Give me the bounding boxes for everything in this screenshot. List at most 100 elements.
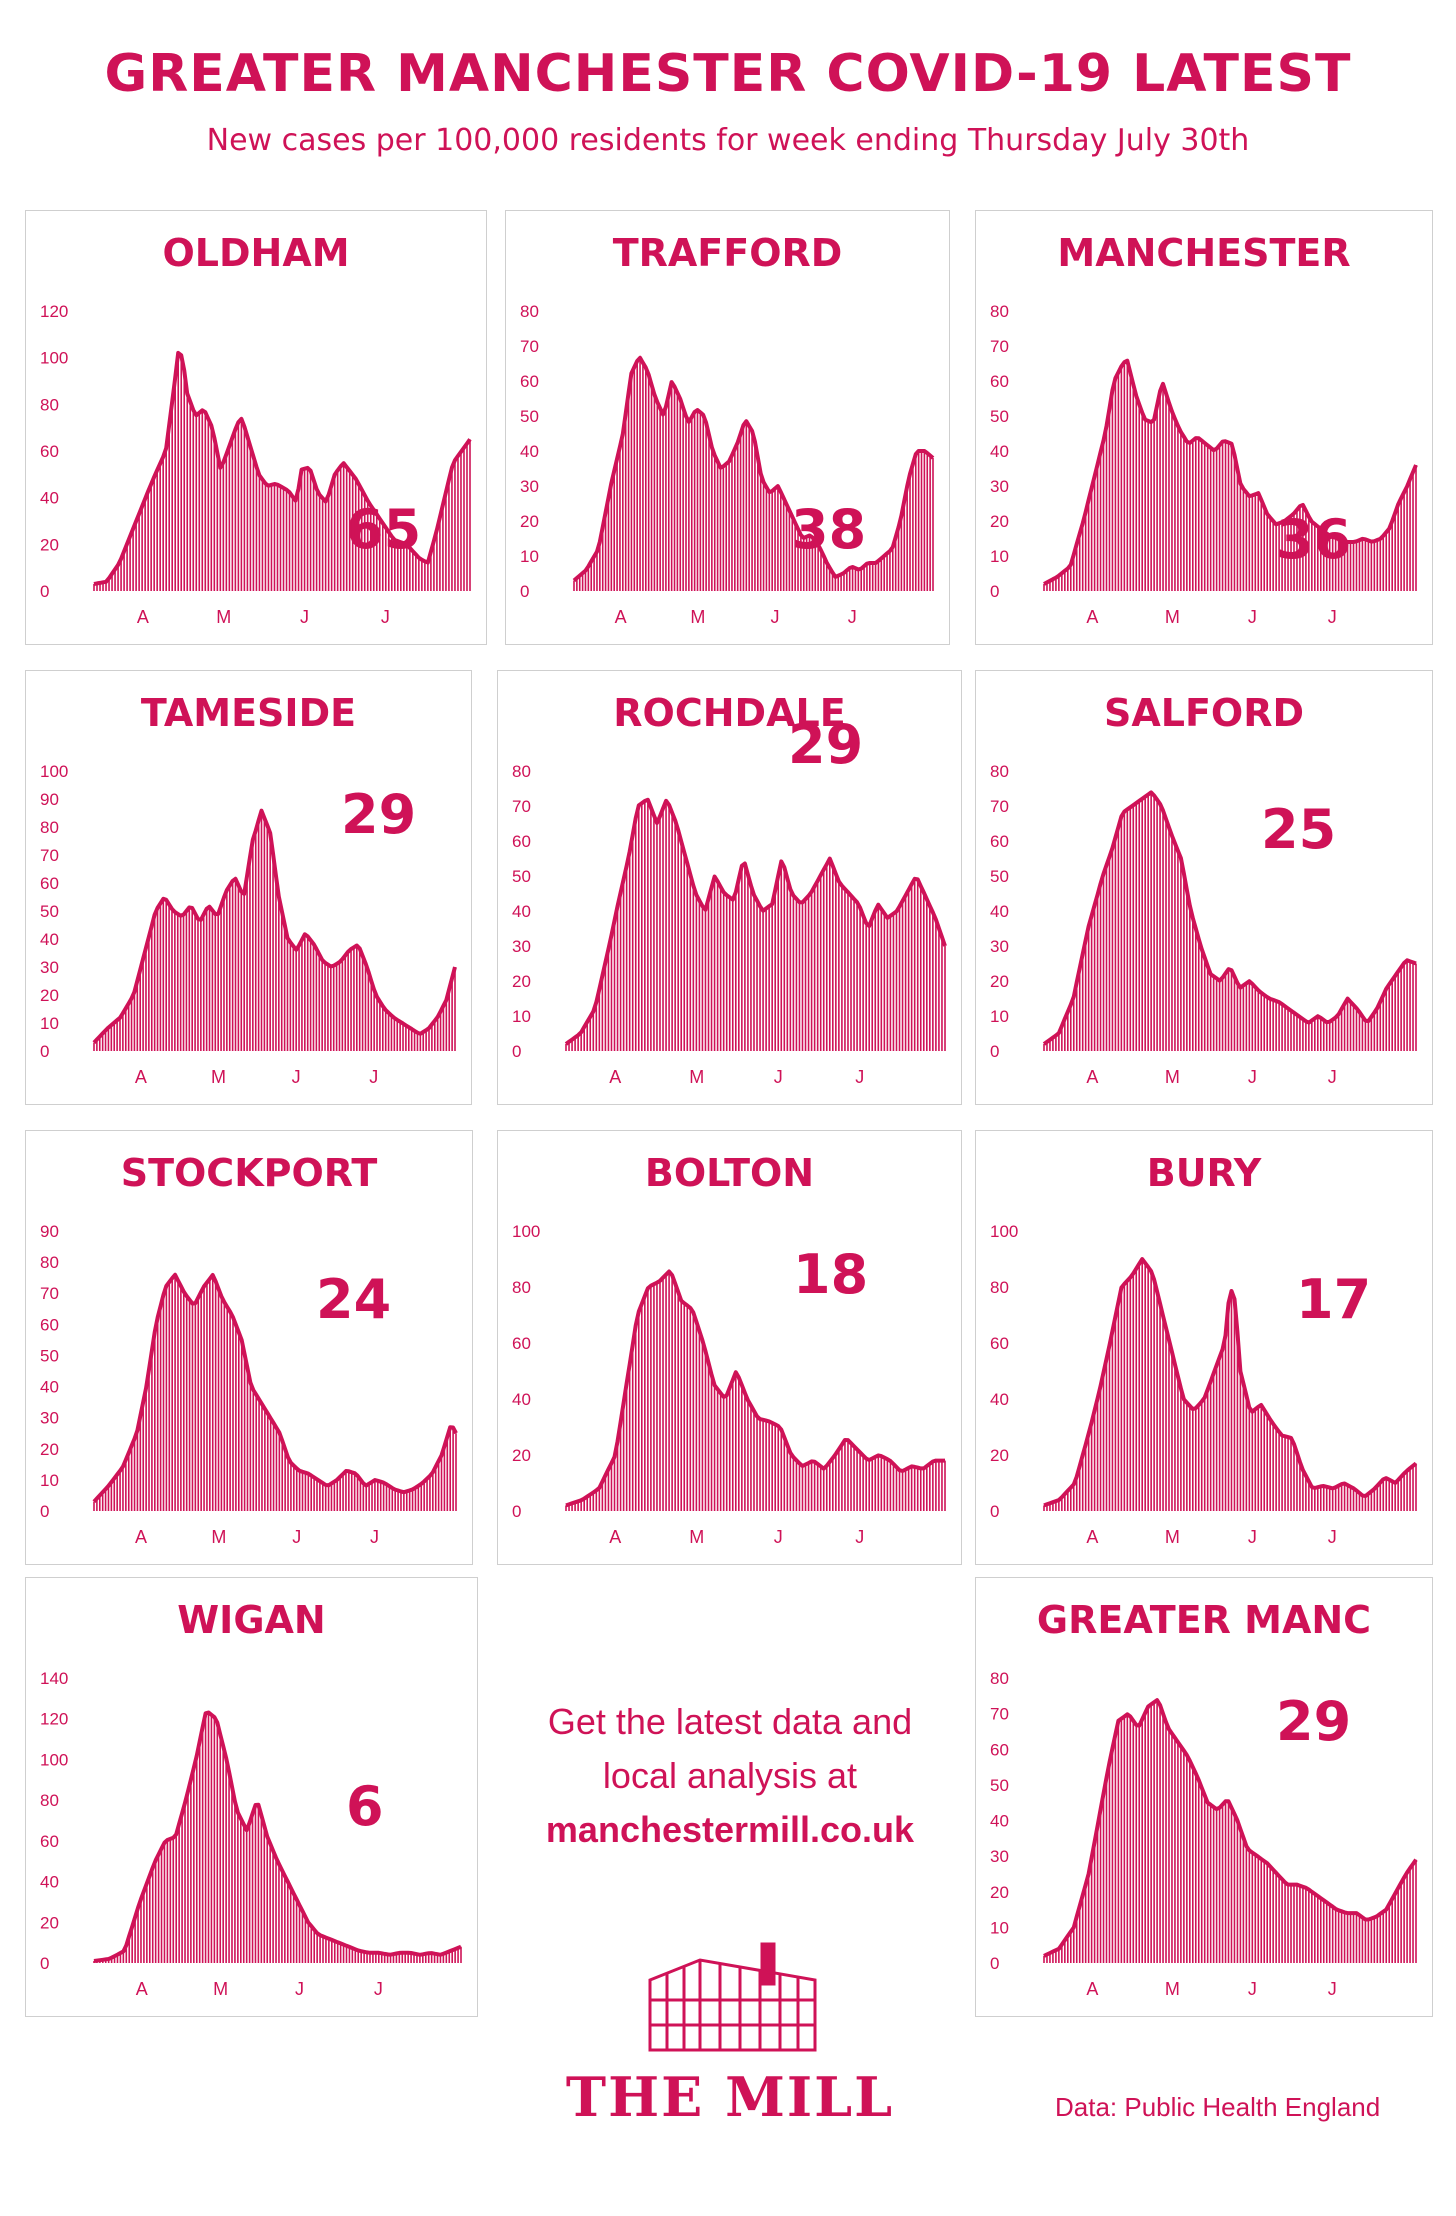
y-tick-label: 0 [40,1042,49,1061]
chart-title: WIGAN [177,1598,326,1642]
y-tick-label: 80 [40,1253,59,1272]
x-tick-label: A [609,1067,621,1087]
y-tick-label: 120 [40,1710,68,1729]
y-tick-label: 40 [40,489,59,508]
y-tick-label: 40 [520,442,539,461]
series-line [92,1272,458,1504]
daily-bars [565,1271,946,1511]
y-tick-label: 0 [512,1042,521,1061]
y-tick-label: 100 [512,1222,540,1241]
chart-plot: 0 20 40 60 80 100 A M J J [990,1222,1418,1547]
x-tick-label: J [370,1527,379,1547]
y-tick-label: 10 [990,1918,1009,1937]
y-tick-label: 140 [40,1669,68,1688]
daily-bars [93,1712,462,1963]
series-line [572,355,935,583]
y-tick-label: 70 [990,337,1009,356]
y-tick-label: 0 [990,1954,999,1973]
y-tick-label: 80 [512,1278,531,1297]
headline-value: 25 [1261,798,1337,861]
promo-line-2: local analysis at [602,1755,858,1796]
chart-plot: 0 10 20 30 40 50 60 70 80 A M J J [990,302,1418,627]
brand-name: THE MILL [565,2065,895,2129]
y-tick-label: 60 [990,1740,1009,1759]
y-tick-label: 80 [520,302,539,321]
y-tick-label: 50 [40,902,59,921]
y-tick-label: 0 [990,1042,999,1061]
y-tick-label: 40 [990,902,1009,921]
y-tick-label: 20 [40,986,59,1005]
x-tick-label: M [1165,1979,1180,1999]
x-tick-label: J [1328,607,1337,627]
x-tick-label: J [771,607,780,627]
y-tick-label: 50 [512,867,531,886]
chart-title: SALFORD [1103,691,1305,735]
y-tick-label: 30 [990,937,1009,956]
y-tick-label: 20 [512,1446,531,1465]
y-tick-label: 10 [40,1471,59,1490]
x-tick-label: M [216,607,231,627]
x-tick-label: J [369,1067,378,1087]
x-tick-label: M [689,1067,704,1087]
series-line [1042,790,1417,1046]
y-tick-label: 90 [40,1222,59,1241]
y-tick-label: 50 [990,407,1009,426]
chart-panel-tameside: TAMESIDE 29 0 10 20 30 40 50 60 70 80 90 100 A M J J [25,670,472,1105]
series-line [93,1710,462,1963]
y-tick-label: 90 [40,790,59,809]
x-tick-label: A [1086,1979,1098,1999]
y-tick-label: 70 [40,846,59,865]
chart-panel-greater-manc: GREATER MANC 29 0 10 20 30 40 50 60 70 80 A M J J [975,1577,1433,2017]
headline-value: 29 [1276,1690,1352,1753]
chart-panel-manchester: MANCHESTER 36 0 10 20 30 40 50 60 70 80 A M J J [975,210,1433,645]
chart-title: ROCHDALE [613,691,846,735]
daily-bars [565,799,946,1051]
series-line [93,350,472,586]
y-tick-label: 0 [520,582,529,601]
chart-plot: 0 10 20 30 40 50 60 70 80 90 100 A M J J [40,762,457,1087]
chart-plot: 0 10 20 30 40 50 60 70 80 90 A M J J [40,1222,458,1547]
y-tick-label: 80 [990,1669,1009,1688]
x-tick-label: J [774,1527,783,1547]
daily-bars [1043,1700,1417,1963]
headline-value: 17 [1296,1268,1372,1331]
promo-url-link[interactable]: manchestermill.co.uk [545,1809,915,1850]
promo-line-1: Get the latest data and [547,1701,913,1742]
daily-bars [1043,360,1417,591]
y-tick-label: 80 [512,762,531,781]
y-tick-label: 40 [512,1390,531,1409]
x-tick-label: M [690,607,705,627]
x-tick-label: J [300,607,309,627]
x-tick-label: J [381,607,390,627]
x-tick-label: M [1165,1527,1180,1547]
chart-plot: 0 10 20 30 40 50 60 70 80 A M J J [990,762,1417,1087]
y-tick-label: 10 [520,547,539,566]
x-tick-label: J [855,1067,864,1087]
chart-title: BURY [1146,1151,1262,1195]
x-tick-label: M [211,1527,226,1547]
y-tick-label: 0 [990,582,999,601]
y-tick-label: 30 [990,1847,1009,1866]
y-tick-label: 60 [990,1334,1009,1353]
daily-bars [573,357,934,591]
x-tick-label: A [135,1067,147,1087]
series-line [1043,1257,1418,1508]
y-tick-label: 60 [520,372,539,391]
y-tick-label: 10 [990,1007,1009,1026]
chart-panel-trafford: TRAFFORD 38 0 10 20 30 40 50 60 70 80 A M J J [505,210,950,645]
headline-value: 18 [793,1243,869,1306]
y-tick-label: 20 [512,972,531,991]
y-tick-label: 40 [990,442,1009,461]
daily-bars [1043,792,1417,1051]
y-tick-label: 60 [40,1315,59,1334]
chart-title: TRAFFORD [612,231,843,275]
y-tick-label: 80 [990,1278,1009,1297]
y-tick-label: 70 [990,797,1009,816]
y-tick-label: 40 [990,1812,1009,1831]
y-tick-label: 70 [512,797,531,816]
headline-value: 24 [316,1268,392,1331]
chart-title: BOLTON [644,1151,815,1195]
chart-plot: 0 20 40 60 80 100 A M J J [512,1222,946,1547]
y-tick-label: 60 [40,1832,59,1851]
chart-title: MANCHESTER [1057,231,1351,275]
